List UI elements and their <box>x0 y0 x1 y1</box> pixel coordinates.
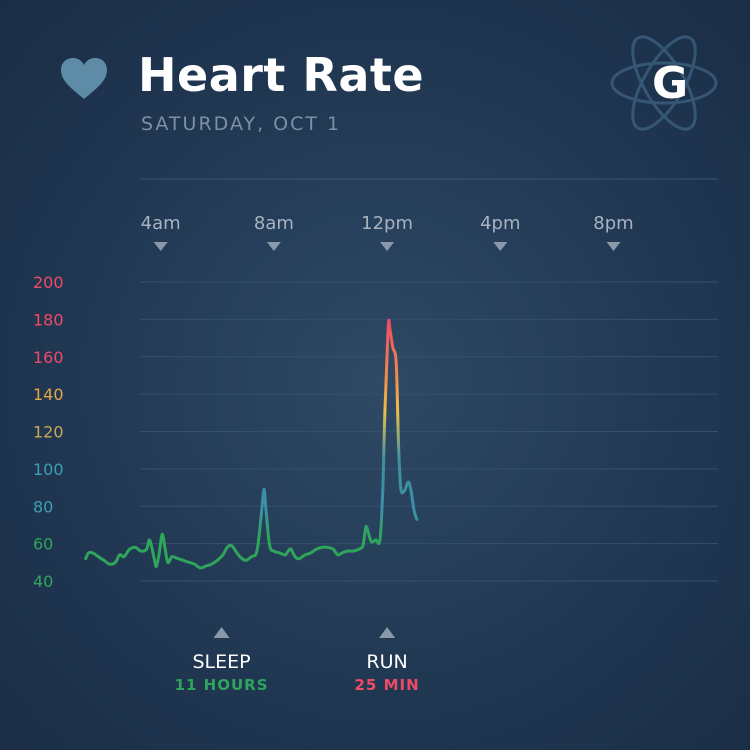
heart-icon <box>61 58 107 99</box>
y-tick-label: 60 <box>33 535 53 554</box>
x-tick-label: 8am <box>254 213 294 234</box>
x-tick-marker <box>153 242 168 251</box>
x-tick-marker <box>380 242 395 251</box>
x-tick-marker <box>266 242 281 251</box>
annotation-sublabel: 11 HOURS <box>175 676 269 694</box>
y-tick-label: 80 <box>33 497 53 516</box>
annotation-marker <box>213 627 230 638</box>
page-title: Heart Rate <box>138 48 425 102</box>
annotation-label: SLEEP <box>192 651 250 673</box>
annotation-label: RUN <box>366 651 407 673</box>
x-tick-label: 8pm <box>593 213 633 234</box>
y-tick-label: 200 <box>33 273 64 292</box>
x-tick-marker <box>493 242 508 251</box>
y-tick-label: 180 <box>33 310 64 329</box>
date-subtitle: SATURDAY, OCT 1 <box>141 113 342 135</box>
x-tick-label: 12pm <box>361 213 413 234</box>
y-tick-label: 120 <box>33 423 64 442</box>
x-tick-marker <box>606 242 621 251</box>
x-tick-label: 4pm <box>480 213 520 234</box>
y-tick-label: 160 <box>33 348 64 367</box>
y-tick-label: 140 <box>33 385 64 404</box>
heart-rate-line <box>84 318 419 570</box>
x-tick-label: 4am <box>141 213 181 234</box>
y-tick-label: 100 <box>33 460 64 479</box>
y-tick-label: 40 <box>33 572 53 591</box>
atom-logo-icon: G <box>610 35 718 131</box>
annotation-marker <box>379 627 396 638</box>
logo-letter: G <box>652 58 688 109</box>
annotation-sublabel: 25 MIN <box>355 676 420 694</box>
